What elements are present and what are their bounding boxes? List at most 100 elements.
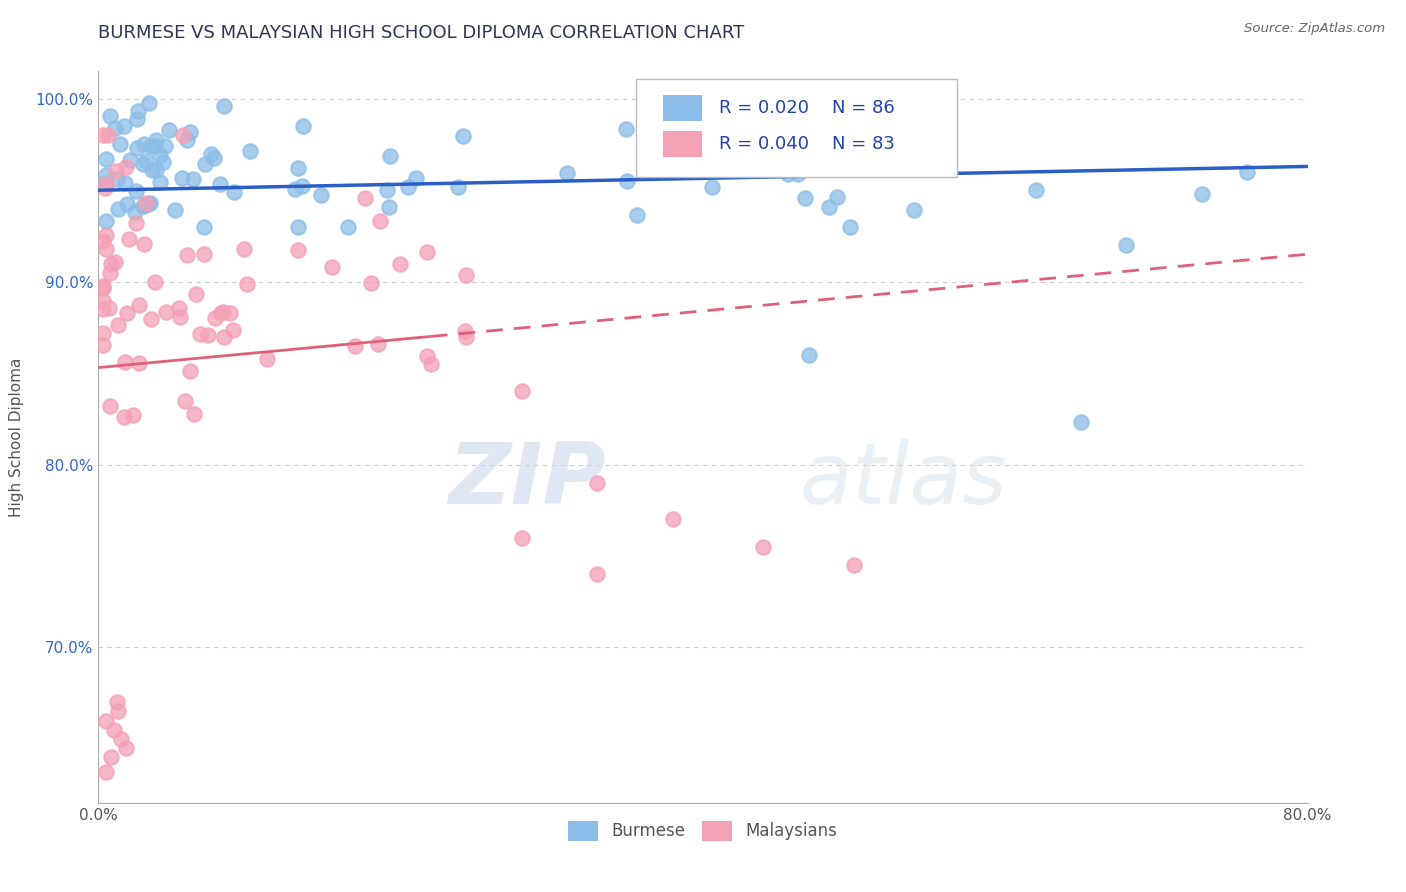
Point <box>155 305 177 319</box>
Point <box>1312 161 1334 176</box>
Point <box>1070 416 1092 430</box>
Point <box>107 202 129 216</box>
Point <box>98 399 121 413</box>
Point <box>141 163 163 178</box>
Point <box>132 199 155 213</box>
Point <box>91 279 114 293</box>
Point <box>107 318 129 333</box>
Point <box>396 180 419 194</box>
Point <box>94 177 117 191</box>
Point <box>291 179 314 194</box>
Point <box>115 196 138 211</box>
Point <box>94 714 117 728</box>
Point <box>176 133 198 147</box>
Point <box>368 214 391 228</box>
Point <box>233 242 256 256</box>
Point <box>193 247 215 261</box>
Point <box>256 352 278 367</box>
Point <box>169 301 191 315</box>
Point <box>661 512 683 526</box>
Point <box>114 740 136 755</box>
Point <box>212 330 235 344</box>
Point <box>138 197 160 211</box>
Point <box>818 200 841 214</box>
Point <box>793 143 815 157</box>
Point <box>405 170 427 185</box>
Point <box>100 266 122 280</box>
Text: R = 0.040    N = 83: R = 0.040 N = 83 <box>718 135 894 153</box>
Point <box>149 148 172 162</box>
Point <box>135 153 157 168</box>
Point <box>903 203 925 218</box>
Text: ZIP: ZIP <box>449 440 606 523</box>
Point <box>98 109 121 123</box>
Point <box>222 323 245 337</box>
Text: atlas: atlas <box>800 440 1008 523</box>
Point <box>128 356 150 370</box>
Point <box>91 326 114 340</box>
Point <box>797 348 820 362</box>
Point <box>135 196 157 211</box>
Point <box>825 189 848 203</box>
Point <box>194 157 217 171</box>
Point <box>416 245 439 260</box>
Point <box>735 146 758 161</box>
Point <box>447 180 470 194</box>
Point <box>287 243 309 257</box>
Point <box>157 123 180 137</box>
Point <box>219 306 242 320</box>
Point <box>163 202 186 217</box>
Point <box>336 219 359 234</box>
Point <box>91 281 114 295</box>
Point <box>107 171 129 186</box>
Point <box>1236 165 1258 179</box>
Point <box>197 328 219 343</box>
Point <box>91 301 114 316</box>
Point <box>844 558 866 573</box>
Text: Source: ZipAtlas.com: Source: ZipAtlas.com <box>1244 22 1385 36</box>
Point <box>112 119 135 133</box>
Point <box>1024 183 1046 197</box>
Point <box>555 166 578 180</box>
Point <box>145 133 167 147</box>
Point <box>904 150 927 164</box>
Point <box>94 181 117 195</box>
Point <box>173 394 195 409</box>
Point <box>127 112 149 127</box>
Point <box>183 408 205 422</box>
Text: R = 0.020    N = 86: R = 0.020 N = 86 <box>718 99 894 117</box>
Point <box>97 301 120 315</box>
Point <box>172 128 194 143</box>
Point <box>212 304 235 318</box>
Point <box>139 139 162 153</box>
Point <box>91 234 114 248</box>
Point <box>143 275 166 289</box>
Point <box>416 349 439 363</box>
Point <box>94 168 117 182</box>
Point <box>94 228 117 243</box>
Point <box>94 176 117 190</box>
Point <box>94 764 117 779</box>
FancyBboxPatch shape <box>637 78 957 178</box>
Point <box>202 151 225 165</box>
Point <box>309 187 332 202</box>
Point <box>124 205 146 219</box>
Point <box>200 147 222 161</box>
Point <box>375 183 398 197</box>
Point <box>153 138 176 153</box>
Point <box>321 260 343 274</box>
Point <box>367 337 389 351</box>
Point <box>115 160 138 174</box>
Point <box>149 175 172 189</box>
Point <box>222 185 245 199</box>
Point <box>209 306 232 320</box>
Point <box>94 153 117 167</box>
Point <box>96 242 118 256</box>
Point <box>104 255 127 269</box>
Point <box>838 219 860 234</box>
Point <box>100 257 122 271</box>
Point <box>204 311 226 326</box>
Point <box>786 168 808 182</box>
Point <box>128 297 150 311</box>
Point <box>169 310 191 325</box>
